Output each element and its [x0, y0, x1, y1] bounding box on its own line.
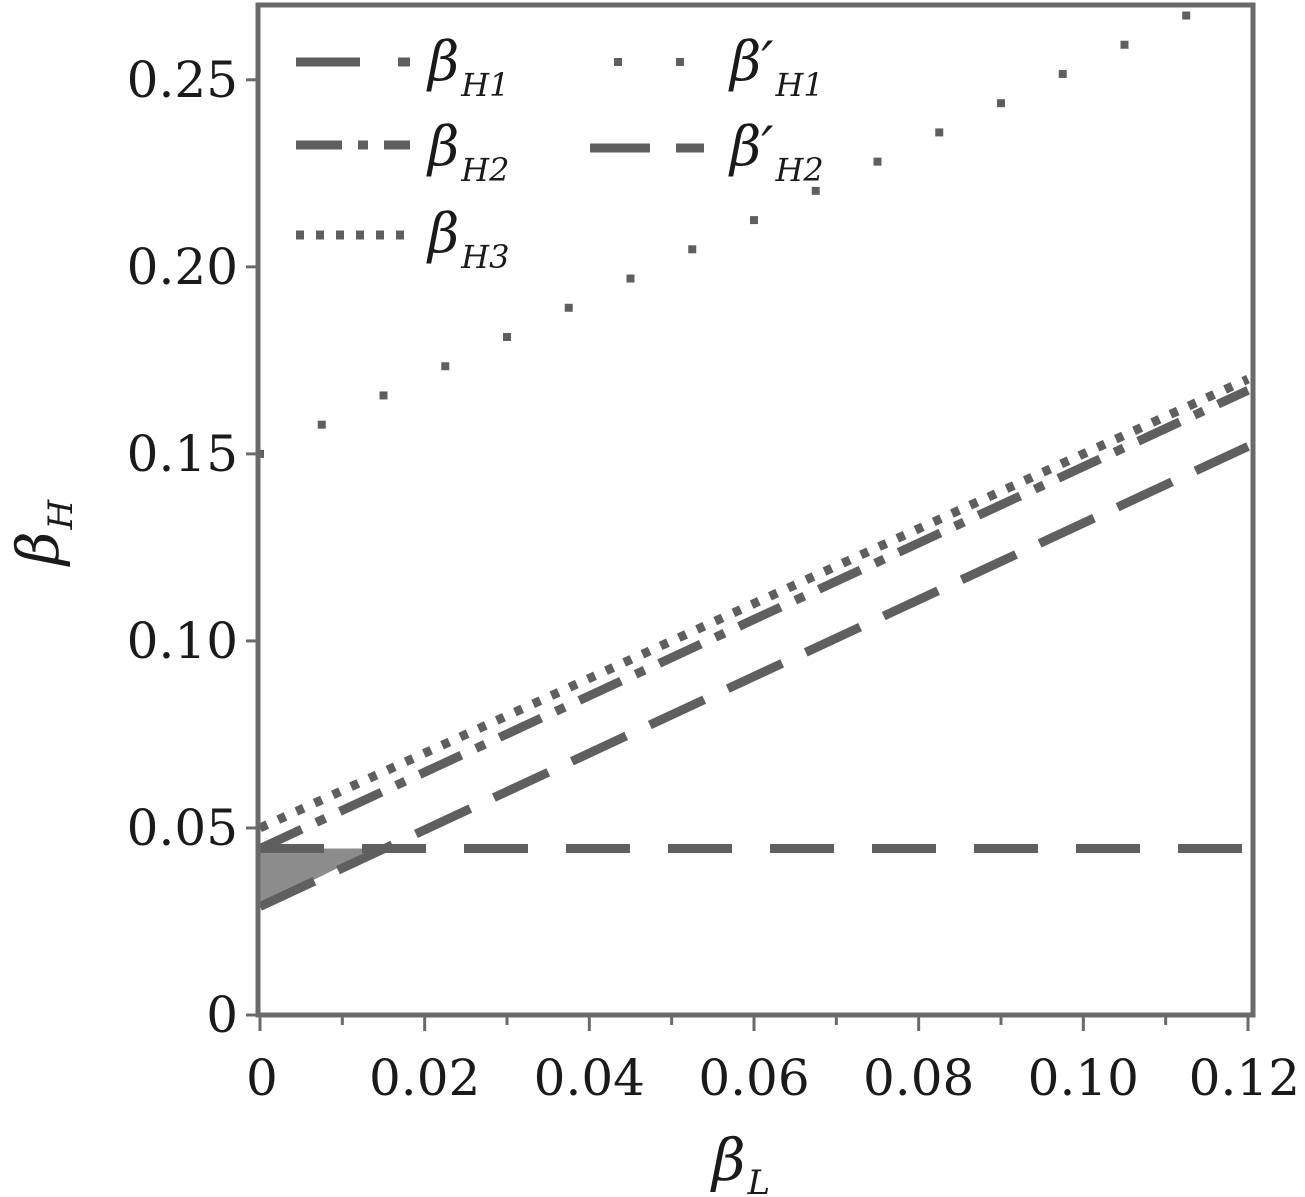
x-axis-ticks: 0 0.02 0.04 0.06 0.08 0.10 0.12: [246, 1015, 1300, 1107]
y-tick-label: 0.10: [127, 612, 238, 670]
y-axis-label-main: β: [4, 531, 72, 567]
x-tick-label: 0.12: [1189, 1049, 1300, 1107]
legend-label-bH1: βH1: [426, 30, 509, 104]
x-tick-label: 0.08: [863, 1049, 974, 1107]
legend-swatch-bpH1: [614, 58, 622, 66]
series-line-bpH2: [258, 442, 1250, 911]
series-point-bpH1: [873, 157, 882, 166]
y-axis-ticks: 0 0.05 0.10 0.15 0.20 0.25: [127, 51, 260, 1044]
y-tick-label: 0.20: [127, 238, 238, 296]
series-point-bpH1: [626, 274, 635, 283]
series-point-bpH1: [997, 99, 1005, 108]
x-tick-label: 0.10: [1028, 1049, 1139, 1107]
series-point-bpH1: [441, 362, 450, 371]
legend-label-bH3: βH3: [426, 202, 509, 276]
y-axis-label-sub: H: [41, 498, 81, 530]
series-point-bpH1: [750, 216, 758, 225]
legend-label-bpH1: β′H1: [728, 30, 824, 104]
legend-label-bH2: βH2: [426, 115, 509, 189]
series-layer: [256, 11, 1250, 911]
series-line-bH3: [258, 374, 1250, 833]
series-point-bpH1: [317, 420, 326, 429]
x-axis-label: βL: [710, 1126, 770, 1197]
x-axis-label-main: β: [710, 1126, 746, 1194]
y-tick-label: 0: [206, 986, 238, 1044]
y-tick-label: 0.05: [127, 799, 238, 857]
legend-label-bpH2: β′H2: [728, 115, 824, 189]
y-axis-label: βH: [4, 498, 81, 567]
series-point-bpH1: [1058, 69, 1067, 78]
x-tick-label: 0.06: [698, 1049, 809, 1107]
legend: βH1 βH2 βH3 β′H1 β′H2: [296, 30, 824, 276]
x-tick-label: 0: [246, 1049, 278, 1107]
series-point-bpH1: [935, 128, 944, 137]
y-tick-label: 0.25: [127, 51, 238, 109]
series-point-bpH1: [688, 245, 697, 254]
series-point-bpH1: [1120, 40, 1129, 49]
series-point-bpH1: [1182, 11, 1191, 20]
x-axis-label-sub: L: [747, 1163, 771, 1197]
series-point-bpH1: [811, 186, 820, 195]
series-point-bpH1: [564, 303, 573, 312]
series-point-bpH1: [379, 391, 388, 400]
legend-swatch-bpH1: [676, 58, 684, 66]
series-point-bpH1: [503, 332, 511, 341]
series-line-bH2: [258, 386, 1250, 853]
x-tick-label: 0.02: [369, 1049, 480, 1107]
x-tick-label: 0.04: [534, 1049, 645, 1107]
y-tick-label: 0.15: [127, 425, 238, 483]
